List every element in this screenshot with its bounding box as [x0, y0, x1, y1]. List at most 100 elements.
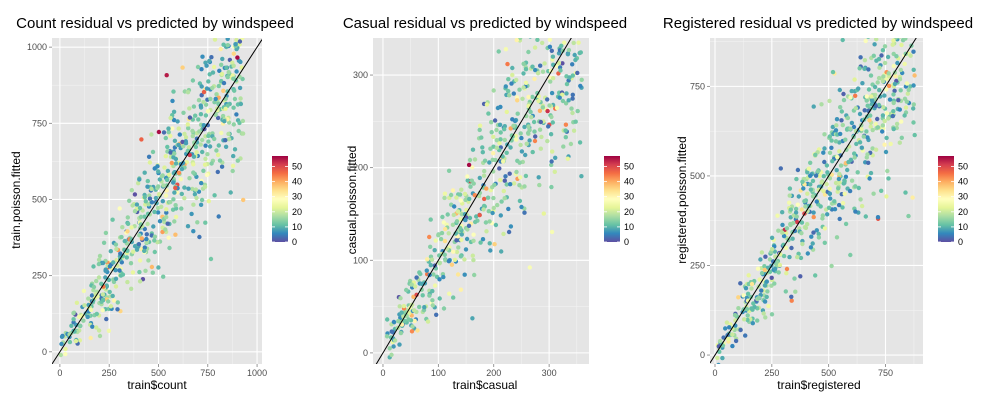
scatter-point — [548, 79, 552, 83]
scatter-point — [219, 131, 223, 135]
scatter-point — [866, 35, 870, 39]
scatter-point — [803, 204, 807, 208]
scatter-point — [880, 129, 884, 133]
scatter-point — [162, 165, 166, 169]
scatter-point — [538, 128, 542, 132]
scatter-point — [120, 225, 124, 229]
scatter-point — [558, 96, 562, 100]
scatter-point — [505, 110, 509, 114]
scatter-point — [482, 197, 486, 201]
scatter-point — [545, 139, 549, 143]
scatter-point — [463, 192, 467, 196]
scatter-point — [892, 127, 896, 131]
scatter-point — [517, 88, 521, 92]
scatter-point — [898, 77, 902, 81]
scatter-point — [171, 180, 175, 184]
scatter-point — [497, 49, 501, 53]
scatter-point — [856, 86, 860, 90]
scatter-point — [140, 236, 144, 240]
scatter-point — [436, 233, 440, 237]
scatter-point — [95, 312, 99, 316]
y-axis-label: train.poisson.fitted — [9, 151, 23, 248]
scatter-point — [572, 129, 576, 133]
scatter-point — [239, 7, 243, 11]
scatter-point — [458, 192, 462, 196]
scatter-point — [75, 301, 79, 305]
scatter-point — [566, 52, 570, 56]
scatter-point — [478, 124, 482, 128]
scatter-point — [227, 137, 231, 141]
scatter-point — [579, 174, 583, 178]
scatter-point — [121, 272, 125, 276]
scatter-point — [837, 203, 841, 207]
scatter-point — [144, 237, 148, 241]
scatter-point — [175, 119, 179, 123]
scatter-point — [212, 65, 216, 69]
panel-3: Registered residual vs predicted by wind… — [663, 0, 973, 392]
scatter-point — [850, 179, 854, 183]
scatter-point — [392, 320, 396, 324]
legend-tick-label: 0 — [958, 237, 963, 247]
scatter-point — [825, 170, 829, 174]
scatter-point — [725, 320, 729, 324]
scatter-point — [133, 192, 137, 196]
scatter-point — [567, 75, 571, 79]
scatter-point — [510, 117, 514, 121]
scatter-point — [524, 81, 528, 85]
scatter-point — [82, 289, 86, 293]
scatter-point — [94, 325, 98, 329]
scatter-point — [114, 242, 118, 246]
scatter-point — [236, 159, 240, 163]
scatter-point — [498, 137, 502, 141]
scatter-point — [911, 83, 915, 87]
scatter-point — [777, 270, 781, 274]
scatter-point — [887, 71, 891, 75]
scatter-point — [504, 47, 508, 51]
scatter-point — [523, 153, 527, 157]
scatter-point — [742, 317, 746, 321]
scatter-point — [149, 132, 153, 136]
scatter-point — [447, 169, 451, 173]
scatter-point — [155, 164, 159, 168]
scatter-point — [526, 50, 530, 54]
scatter-point — [522, 184, 526, 188]
scatter-point — [160, 174, 164, 178]
scatter-point — [109, 304, 113, 308]
x-tick-label: 200 — [486, 368, 501, 378]
scatter-point — [168, 150, 172, 154]
scatter-point — [860, 81, 864, 85]
scatter-point — [510, 73, 514, 77]
scatter-point — [109, 249, 113, 253]
scatter-point — [503, 196, 507, 200]
scatter-point — [508, 172, 512, 176]
scatter-point — [492, 206, 496, 210]
scatter-point — [166, 126, 170, 130]
scatter-point — [178, 132, 182, 136]
scatter-point — [566, 157, 570, 161]
scatter-point — [208, 144, 212, 148]
scatter-point — [143, 195, 147, 199]
scatter-point — [580, 8, 584, 12]
scatter-point — [553, 156, 557, 160]
scatter-point — [63, 352, 67, 356]
y-tick-label: 1000 — [27, 42, 47, 52]
scatter-point — [81, 319, 85, 323]
scatter-point — [231, 164, 235, 168]
scatter-point — [514, 170, 518, 174]
scatter-point — [193, 114, 197, 118]
scatter-point — [143, 269, 147, 273]
scatter-point — [391, 344, 395, 348]
scatter-point — [853, 184, 857, 188]
scatter-point — [223, 107, 227, 111]
scatter-point — [144, 199, 148, 203]
scatter-point — [884, 150, 888, 154]
scatter-point — [196, 65, 200, 69]
scatter-point — [869, 73, 873, 77]
scatter-point — [191, 170, 195, 174]
scatter-point — [881, 113, 885, 117]
scatter-point — [867, 118, 871, 122]
scatter-point — [868, 113, 872, 117]
scatter-point — [465, 174, 469, 178]
scatter-point — [410, 329, 414, 333]
